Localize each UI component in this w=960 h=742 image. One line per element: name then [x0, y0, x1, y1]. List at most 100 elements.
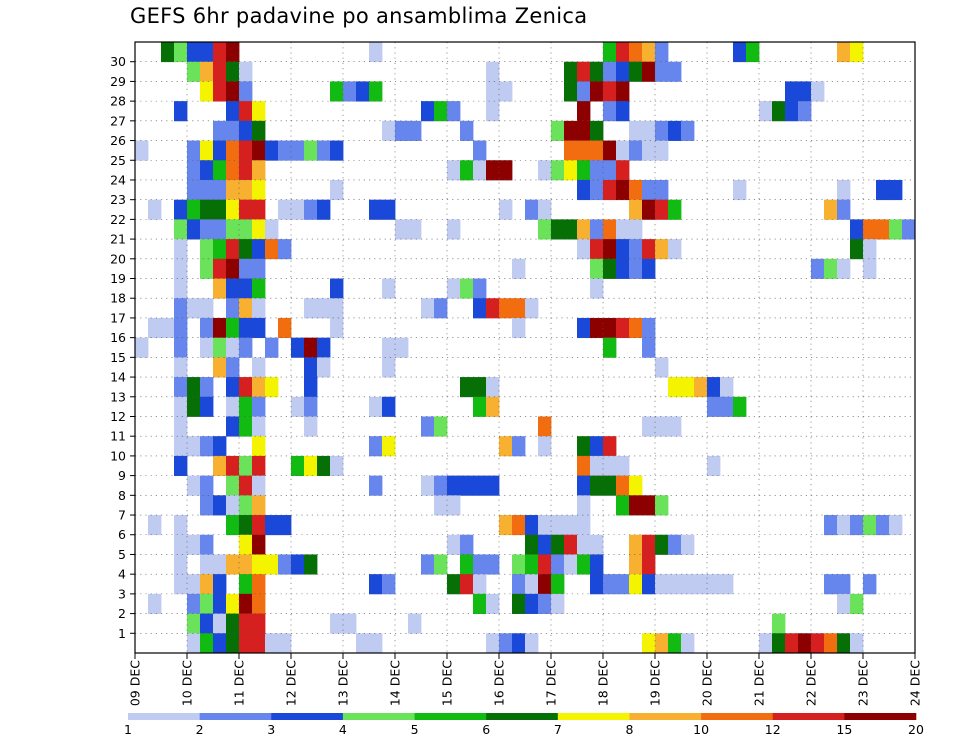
heatmap-cell: [564, 219, 578, 240]
heatmap-cell: [252, 495, 266, 516]
heatmap-cell: [577, 179, 591, 201]
colorbar-label: 7: [554, 722, 562, 737]
heatmap-cell: [317, 337, 331, 358]
heatmap-cell: [252, 278, 266, 299]
colorbar-swatch: [557, 713, 630, 720]
x-tick-label: 13 DEC: [336, 660, 351, 706]
heatmap-cell: [616, 258, 630, 279]
heatmap-cell: [512, 593, 526, 614]
heatmap-cell: [252, 317, 266, 339]
heatmap-cell: [421, 475, 435, 496]
y-tick-label: 26: [110, 133, 126, 148]
heatmap-cell: [785, 81, 799, 102]
heatmap-cell: [278, 239, 292, 260]
heatmap-cell: [876, 179, 890, 201]
heatmap-cell: [837, 593, 851, 614]
heatmap-cell: [642, 179, 656, 201]
heatmap-cell: [837, 199, 851, 220]
heatmap-cell: [577, 219, 591, 240]
heatmap-cell: [317, 199, 331, 220]
heatmap-cell: [252, 515, 266, 536]
heatmap-cell: [473, 140, 487, 161]
heatmap-cell: [473, 396, 487, 417]
heatmap-cell: [226, 239, 240, 260]
heatmap-cell: [174, 554, 188, 575]
heatmap-cell: [551, 160, 565, 181]
colorbar-swatch: [486, 713, 559, 720]
heatmap-cell: [837, 42, 851, 63]
heatmap-cell: [590, 436, 604, 457]
heatmap-cell: [200, 337, 214, 358]
heatmap-cell: [551, 593, 565, 614]
heatmap-cell: [785, 633, 799, 654]
heatmap-cell: [876, 515, 890, 536]
heatmap-cell: [902, 219, 916, 240]
heatmap-cell: [629, 554, 643, 575]
heatmap-cell: [629, 475, 643, 496]
heatmap-cell: [564, 160, 578, 181]
heatmap-cell: [603, 574, 617, 595]
heatmap-cell: [785, 101, 799, 122]
heatmap-cell: [330, 179, 344, 201]
heatmap-cell: [369, 475, 383, 496]
heatmap-cell: [486, 396, 500, 417]
heatmap-cell: [369, 42, 383, 63]
heatmap-cell: [421, 554, 435, 575]
heatmap-cell: [551, 574, 565, 595]
heatmap-cell: [616, 42, 630, 63]
heatmap-cell: [161, 317, 175, 339]
heatmap-cell: [460, 278, 474, 299]
heatmap-cell: [603, 179, 617, 201]
heatmap-cell: [330, 298, 344, 319]
heatmap-cell: [668, 416, 682, 437]
heatmap-cell: [863, 258, 877, 279]
heatmap-cell: [668, 61, 682, 82]
heatmap-cell: [239, 278, 253, 299]
heatmap-cell: [772, 613, 786, 634]
heatmap-cell: [330, 81, 344, 102]
heatmap-cell: [551, 219, 565, 240]
heatmap-cell: [174, 455, 188, 477]
heatmap-cell: [577, 61, 591, 82]
heatmap-cell: [239, 337, 253, 358]
colorbar-label: 1: [124, 722, 132, 737]
heatmap-cell: [590, 554, 604, 575]
heatmap-cell: [499, 436, 513, 457]
heatmap-cell: [447, 101, 461, 122]
heatmap-cell: [590, 475, 604, 496]
heatmap-cell: [369, 574, 383, 595]
y-tick-label: 24: [110, 172, 126, 187]
heatmap-cell: [278, 140, 292, 161]
heatmap-cell: [187, 534, 201, 555]
y-tick-label: 15: [110, 350, 126, 365]
heatmap-cell: [356, 81, 370, 102]
y-tick-label: 23: [110, 192, 126, 207]
heatmap-cell: [369, 81, 383, 102]
heatmap-cell: [174, 574, 188, 595]
heatmap-cell: [577, 455, 591, 477]
heatmap-cell: [252, 534, 266, 555]
heatmap-cell: [616, 140, 630, 161]
heatmap-cell: [239, 61, 253, 82]
heatmap-cell: [642, 61, 656, 82]
heatmap-cell: [252, 239, 266, 260]
heatmap-cell: [512, 317, 526, 339]
heatmap-cell: [330, 278, 344, 299]
heatmap-cell: [226, 179, 240, 201]
heatmap-cell: [239, 317, 253, 339]
heatmap-cell: [317, 357, 331, 378]
heatmap-cell: [564, 81, 578, 102]
x-tick-label: 24 DEC: [908, 660, 923, 706]
x-tick-label: 22 DEC: [804, 660, 819, 706]
heatmap-cell: [551, 515, 565, 536]
heatmap-cell: [538, 534, 552, 555]
heatmap-cell: [200, 574, 214, 595]
heatmap-cell: [226, 61, 240, 82]
heatmap-cell: [824, 633, 838, 654]
heatmap-cell: [304, 337, 318, 358]
heatmap-cell: [239, 613, 253, 634]
heatmap-cell: [486, 101, 500, 122]
heatmap-cell: [681, 633, 695, 654]
heatmap-cell: [252, 120, 266, 141]
